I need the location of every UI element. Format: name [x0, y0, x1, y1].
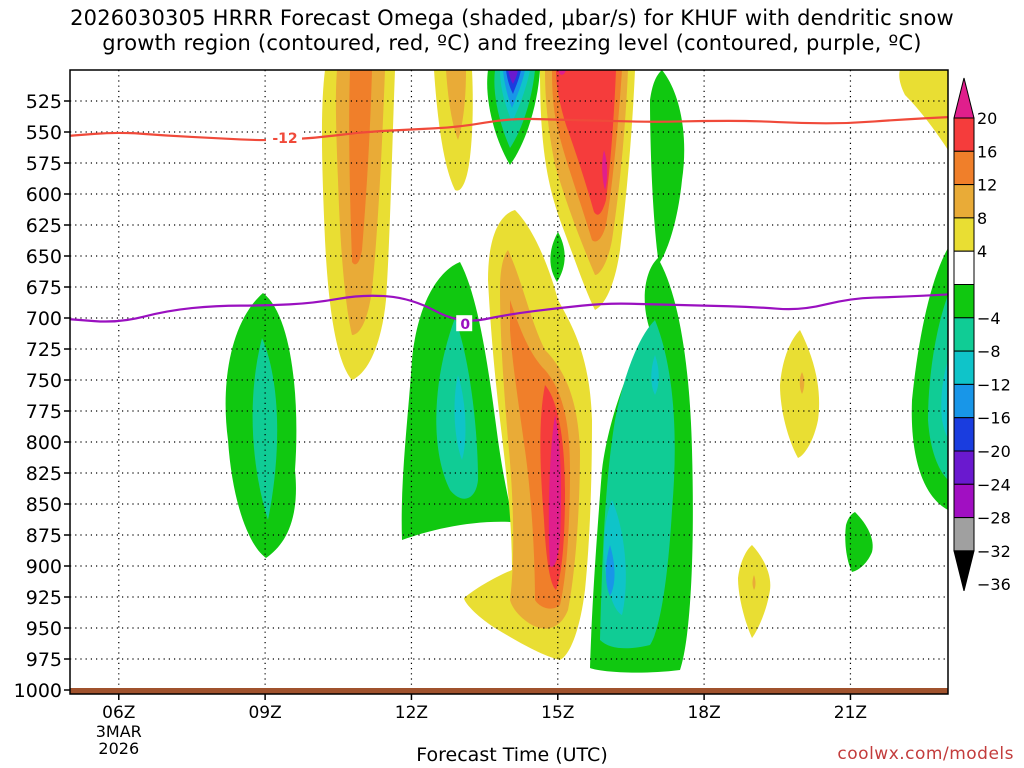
colorbar-band	[953, 383, 975, 419]
contour-label-bg	[265, 129, 302, 146]
y-tick-label: 625	[26, 215, 62, 237]
colorbar-label: −32	[977, 542, 1011, 561]
y-tick-label: 550	[26, 122, 62, 144]
colorbar-label: 8	[977, 209, 987, 228]
omega-region-positive	[349, 70, 372, 265]
omega-region-positive	[558, 70, 566, 75]
x-tick-sublabel: 3MAR	[96, 722, 142, 741]
colorbar-label: 16	[977, 142, 997, 161]
x-tick-sublabel: 2026	[98, 739, 139, 758]
y-tick-label: 650	[26, 246, 62, 268]
y-tick-label: 725	[26, 339, 62, 361]
colorbar-band	[953, 217, 975, 252]
omega-region-positive	[780, 330, 820, 458]
y-tick-label: 700	[26, 308, 62, 330]
omega-region-negative	[508, 70, 518, 84]
chart-title: 2026030305 HRRR Forecast Omega (shaded, …	[0, 6, 1024, 56]
omega-region-positive	[899, 70, 948, 150]
omega-region-positive	[799, 372, 805, 394]
colorbar-band	[953, 417, 975, 452]
colorbar-band	[953, 483, 975, 519]
colorbar-band	[953, 450, 975, 485]
contour-line	[70, 293, 948, 323]
colorbar-label: −12	[977, 375, 1011, 394]
y-tick-label: 1000	[14, 680, 62, 702]
y-axis: 525 550 575 600 625 650 675 700 725 750 775 800 825 8…	[14, 91, 70, 702]
title-line-2: growth region (contoured, red, ºC) and f…	[102, 31, 922, 55]
x-tick-label: 06Z	[102, 703, 135, 723]
y-tick-label: 875	[26, 525, 62, 547]
colorbar-label: −28	[977, 509, 1011, 528]
colorbar-band	[953, 117, 975, 152]
colorbar-label: −16	[977, 409, 1011, 428]
colorbar-band	[953, 284, 975, 319]
colorbar-label: 4	[977, 242, 987, 261]
surface-terrain	[70, 688, 948, 694]
x-tick-label: 15Z	[541, 703, 574, 723]
colorbar-over-arrow	[953, 77, 975, 119]
omega-region-positive	[738, 545, 771, 638]
colorbar-band	[953, 317, 975, 352]
y-tick-label: 850	[26, 494, 62, 516]
x-tick-label: 09Z	[248, 703, 281, 723]
omega-region-negative	[454, 375, 466, 460]
y-tick-label: 750	[26, 370, 62, 392]
colorbar-band	[953, 350, 975, 385]
colorbar: 20 16 12 8 4 −4 −8 −12 −16 −20 −24 −28 −32 −36	[953, 77, 1011, 594]
colorbar-under-arrow	[953, 550, 975, 592]
contour-label: 0	[460, 317, 470, 333]
x-tick-label: 21Z	[834, 703, 867, 723]
contour-line	[70, 116, 948, 142]
colorbar-band	[953, 150, 975, 186]
colorbar-band	[953, 517, 975, 552]
omega-region-negative	[605, 545, 615, 596]
omega-region-positive	[446, 70, 466, 140]
omega-region-negative	[845, 512, 873, 572]
omega-region-negative	[651, 355, 659, 395]
omega-region-positive	[548, 415, 561, 567]
colorbar-band	[953, 184, 975, 219]
contour-lines	[70, 116, 948, 323]
colorbar-label: −36	[977, 575, 1011, 594]
contour-label-bg	[456, 315, 473, 332]
y-tick-label: 900	[26, 556, 62, 578]
contour-labels: -12 0	[265, 129, 473, 333]
y-tick-label: 800	[26, 432, 62, 454]
y-tick-label: 600	[26, 184, 62, 206]
omega-shading	[225, 70, 948, 673]
omega-region-negative	[941, 360, 948, 438]
y-tick-label: 950	[26, 618, 62, 640]
y-tick-label: 575	[26, 153, 62, 175]
colorbar-label: 12	[977, 176, 997, 195]
colorbar-label: −24	[977, 475, 1011, 494]
y-tick-label: 775	[26, 401, 62, 423]
colorbar-label: −20	[977, 442, 1011, 461]
y-tick-label: 925	[26, 587, 62, 609]
source-credit: coolwx.com/models	[837, 744, 1014, 764]
colorbar-band	[953, 250, 975, 285]
omega-region-positive	[556, 70, 616, 215]
x-axis-label: Forecast Time (UTC)	[416, 744, 608, 766]
colorbar-label: −8	[977, 342, 1001, 361]
y-tick-label: 975	[26, 649, 62, 671]
omega-region-negative	[928, 295, 948, 480]
omega-region-positive	[752, 575, 756, 590]
omega-region-negative	[550, 232, 565, 282]
y-tick-label: 525	[26, 91, 62, 113]
contour-label: -12	[272, 131, 297, 147]
title-line-1: 2026030305 HRRR Forecast Omega (shaded, …	[70, 6, 954, 30]
colorbar-label: −4	[977, 309, 1001, 328]
x-tick-label: 12Z	[395, 703, 428, 723]
y-tick-label: 825	[26, 463, 62, 485]
y-tick-label: 675	[26, 277, 62, 299]
plot-frame	[69, 69, 949, 695]
x-tick-label: 18Z	[687, 703, 720, 723]
grid-lines	[70, 70, 948, 691]
colorbar-label: 20	[977, 109, 997, 128]
omega-region-positive	[602, 150, 608, 190]
